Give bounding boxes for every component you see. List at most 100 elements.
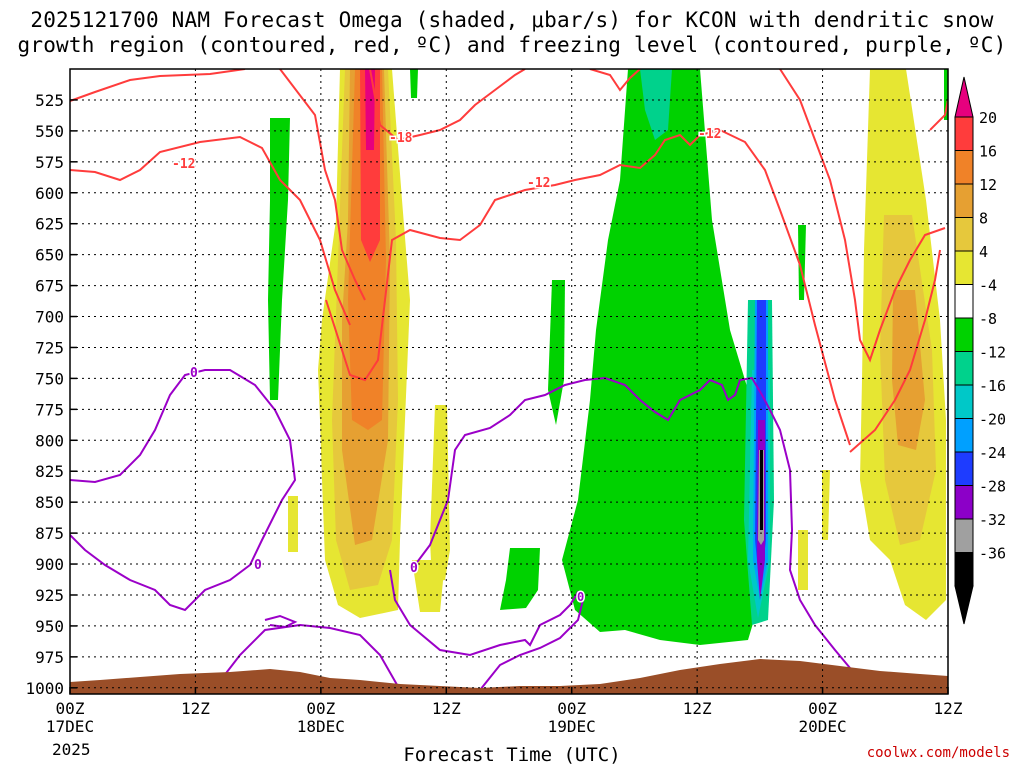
colorbar-segment — [954, 317, 974, 352]
y-tick-label: 850 — [35, 493, 64, 512]
dgz-contour-line — [70, 69, 246, 102]
y-tick-label: 750 — [35, 369, 64, 388]
freezing-contour-line — [389, 569, 586, 694]
terrain-surface — [70, 659, 948, 694]
colorbar-label: -12 — [979, 344, 1006, 362]
freezing-label: 0 — [190, 366, 198, 381]
dgz-label: -18 — [389, 131, 413, 146]
colorbar-label: -16 — [979, 377, 1006, 395]
omega-rising-region — [360, 69, 380, 262]
dgz-contour-line — [70, 135, 351, 326]
omega-rising-region — [365, 69, 375, 150]
y-tick-label: 625 — [35, 215, 64, 234]
y-tick-label: 550 — [35, 122, 64, 141]
colorbar-segment — [954, 150, 974, 185]
omega-rising-region — [798, 530, 808, 590]
x-date-label: 19DEC — [548, 717, 596, 736]
freezing-label: 0 — [410, 561, 418, 576]
source-credit: coolwx.com/models — [866, 745, 1010, 761]
colorbar-label: 12 — [979, 176, 997, 194]
year-label: 2025 — [52, 740, 91, 759]
y-tick-label: 975 — [35, 648, 64, 667]
omega-rising-region — [822, 470, 830, 540]
y-tick-label: 875 — [35, 524, 64, 543]
y-tick-label: 600 — [35, 184, 64, 203]
omega-rising-region — [892, 290, 925, 450]
chart-title-line-2: growth region (contoured, red, ºC) and f… — [17, 33, 1007, 57]
colorbar-segment — [954, 384, 974, 419]
colorbar-label: -32 — [979, 511, 1006, 529]
colorbar-segment — [954, 217, 974, 252]
y-tick-label: 525 — [35, 91, 64, 110]
dgz-contour-line — [279, 69, 366, 301]
omega-rising-region — [412, 560, 445, 612]
dgz-contour-group — [70, 69, 948, 453]
x-tick-label: 12Z — [181, 699, 210, 718]
y-tick-label: 1000 — [25, 679, 64, 698]
dgz-contour-line — [589, 69, 641, 92]
colorbar-label: -36 — [979, 545, 1006, 563]
y-tick-label: 825 — [35, 462, 64, 481]
colorbar-segment — [954, 183, 974, 218]
colorbar-segment — [954, 284, 974, 319]
x-tick-label: 00Z — [306, 699, 335, 718]
dgz-contour-line — [369, 69, 526, 142]
colorbar-segment — [954, 250, 974, 285]
colorbar-segment — [954, 418, 974, 453]
x-tick-label: 12Z — [683, 699, 712, 718]
x-date-label: 17DEC — [46, 717, 94, 736]
omega-rising-region — [288, 496, 298, 552]
freezing-label: 0 — [254, 558, 262, 573]
contour-labels: -12 -18 -12 -12 0 0 0 0 — [171, 126, 723, 606]
x-tick-label: 00Z — [557, 699, 586, 718]
colorbar-segment — [954, 485, 974, 520]
dgz-label: -12 — [527, 176, 550, 191]
colorbar-label: 8 — [979, 210, 988, 228]
omega-sinking-region — [410, 69, 418, 98]
x-tick-label: 00Z — [808, 699, 837, 718]
colorbar-segment — [954, 451, 974, 486]
colorbar-label: -8 — [979, 310, 997, 328]
omega-sinking-core — [760, 450, 763, 530]
dgz-label: -12 — [698, 127, 721, 142]
y-tick-label: 700 — [35, 308, 64, 327]
dgz-contour-line — [779, 69, 946, 363]
y-tick-label: 900 — [35, 555, 64, 574]
x-tick-label: 12Z — [934, 699, 963, 718]
omega-sinking-region — [268, 118, 290, 400]
colorbar-segment — [954, 518, 974, 553]
x-tick-label: 00Z — [56, 699, 85, 718]
y-tick-label: 650 — [35, 246, 64, 265]
dgz-label: -12 — [172, 157, 195, 172]
colorbar-segment — [954, 552, 974, 587]
y-tick-label: 950 — [35, 617, 64, 636]
colorbar-segment — [954, 116, 974, 151]
colorbar-label: -28 — [979, 478, 1006, 496]
y-tick-label: 575 — [35, 153, 64, 172]
plot-frame — [69, 68, 949, 695]
x-date-label: 18DEC — [297, 717, 345, 736]
dgz-contour-line — [325, 128, 851, 446]
x-tick-label: 12Z — [432, 699, 461, 718]
colorbar-segment — [954, 351, 974, 386]
colorbar-label: 20 — [979, 109, 997, 127]
colorbar-label: -4 — [979, 277, 997, 295]
colorbar-label: -20 — [979, 411, 1006, 429]
colorbar-top-arrow — [954, 76, 974, 118]
omega-rising-region — [430, 405, 450, 582]
colorbar-label: 16 — [979, 143, 997, 161]
freezing-contour-group — [70, 369, 851, 694]
colorbar-bottom-arrow — [954, 585, 974, 625]
y-tick-label: 725 — [35, 338, 64, 357]
colorbar: 20 16 12 8 4 -4 -8 -12 -16 -20 -24 -28 -32 -36 — [954, 76, 1006, 625]
omega-sinking-region — [562, 69, 762, 645]
dgz-contour-line — [929, 99, 948, 131]
freezing-contour-line — [209, 623, 401, 694]
freezing-label: 0 — [577, 590, 584, 604]
dgz-contour-line — [849, 249, 941, 453]
y-axis: 525 550 575 600 625 650 675 700 725 750 775 800 825 8… — [25, 91, 77, 698]
y-tick-label: 775 — [35, 400, 64, 419]
omega-sinking-region — [548, 280, 565, 425]
